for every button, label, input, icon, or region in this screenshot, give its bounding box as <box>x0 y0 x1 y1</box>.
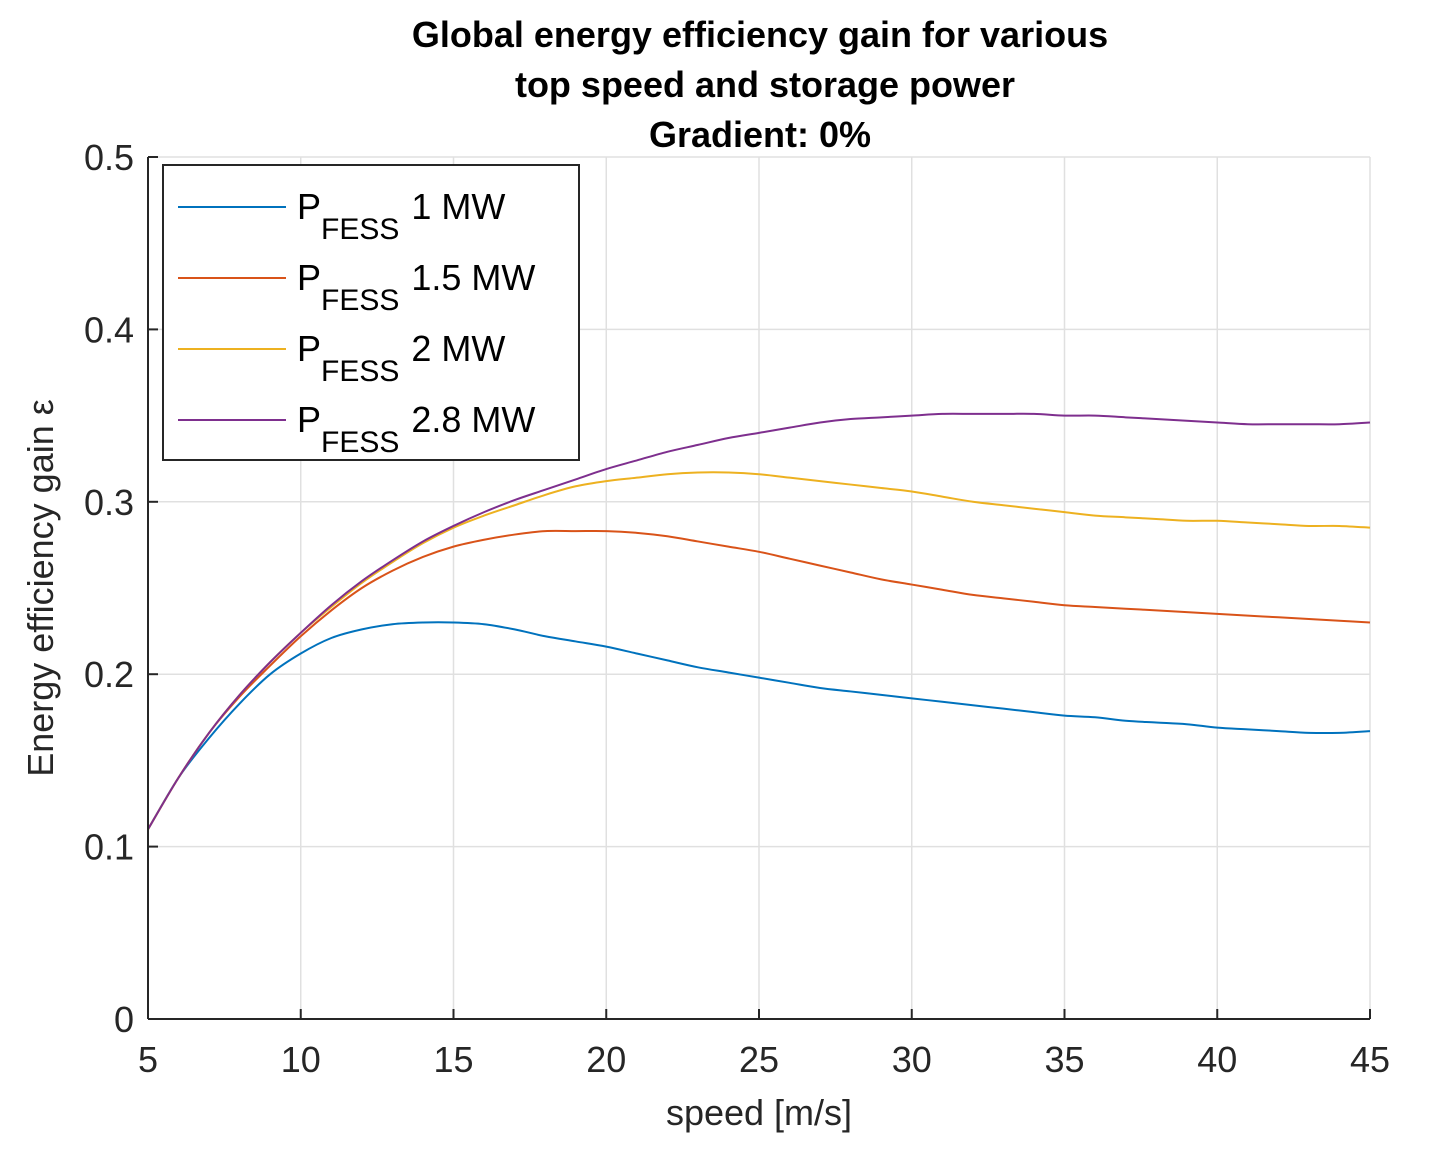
legend-box <box>162 164 580 461</box>
x-tick-label-3: 20 <box>586 1039 626 1080</box>
legend-symbol: P <box>297 399 321 440</box>
legend-subscript: FESS <box>321 426 399 459</box>
axes <box>147 156 1371 1020</box>
y-tick-label-1: 0.1 <box>84 827 134 868</box>
legend-value: 2 MW <box>411 328 505 369</box>
legend-value: 2.8 MW <box>411 399 535 440</box>
series-line-1 <box>147 529 1371 830</box>
x-tick-label-2: 15 <box>433 1039 473 1080</box>
x-tick-label-0: 5 <box>138 1039 158 1080</box>
x-tick-label-4: 25 <box>739 1039 779 1080</box>
y-tick-label-5: 0.5 <box>84 137 134 178</box>
x-tick-label-5: 30 <box>892 1039 932 1080</box>
y-tick-label-2: 0.2 <box>84 654 134 695</box>
legend-symbol: P <box>297 186 321 227</box>
legend-subscript: FESS <box>321 213 399 246</box>
series-line-0 <box>147 621 1371 830</box>
series-line-2 <box>147 471 1371 830</box>
y-axis-label: Energy efficiency gain ε <box>20 399 61 777</box>
chart-title-line-3: Gradient: 0% <box>649 114 871 155</box>
legend-entry-1: PFESS 1.5 MW <box>297 257 535 317</box>
legend-subscript: FESS <box>321 355 399 388</box>
legend-entry-2: PFESS 2 MW <box>297 328 505 388</box>
tick-labels: 5 10 15 20 25 30 35 40 45 0 0.1 0.2 0.3 0.4 0.5 <box>84 137 1390 1080</box>
x-tick-label-1: 10 <box>281 1039 321 1080</box>
y-tick-label-4: 0.4 <box>84 309 134 350</box>
x-tick-label-6: 35 <box>1044 1039 1084 1080</box>
legend-value: 1 MW <box>411 186 505 227</box>
legend-entry-3: PFESS 2.8 MW <box>297 399 535 459</box>
y-tick-label-3: 0.3 <box>84 482 134 523</box>
chart-title: Global energy efficiency gain for variou… <box>412 14 1108 155</box>
x-axis-label: speed [m/s] <box>666 1092 852 1133</box>
series-line-3 <box>147 412 1371 830</box>
legend-symbol: P <box>297 328 321 369</box>
legend-symbol: P <box>297 257 321 298</box>
legend-subscript: FESS <box>321 284 399 317</box>
x-tick-label-7: 40 <box>1197 1039 1237 1080</box>
x-tick-label-8: 45 <box>1350 1039 1390 1080</box>
legend-value: 1.5 MW <box>411 257 535 298</box>
chart-title-line-1: Global energy efficiency gain for variou… <box>412 14 1108 55</box>
legend-entry-0: PFESS 1 MW <box>297 186 505 246</box>
plot-series <box>147 412 1371 830</box>
chart-title-line-2: top speed and storage power <box>515 64 1015 105</box>
y-tick-label-0: 0 <box>114 999 134 1040</box>
